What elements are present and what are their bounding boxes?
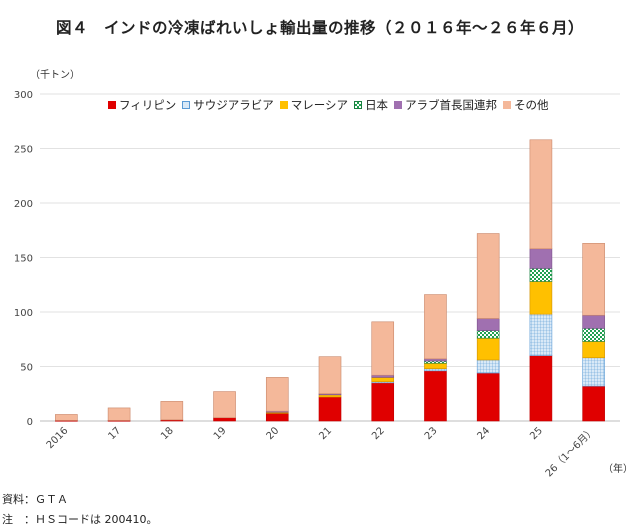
bar-segment bbox=[424, 294, 447, 360]
source-note: 資料：ＧＴＡ bbox=[2, 493, 68, 506]
bar-segment bbox=[55, 414, 78, 421]
y-tick-label: 0 bbox=[27, 417, 33, 428]
bar-segment bbox=[213, 391, 236, 419]
legend-item: その他 bbox=[503, 97, 549, 113]
legend-swatch bbox=[279, 101, 288, 109]
bar-segment bbox=[160, 401, 184, 421]
bar-segment bbox=[213, 417, 236, 422]
x-tick-label: 17 bbox=[106, 425, 123, 442]
x-tick-label: 26（1～6月） bbox=[543, 425, 598, 480]
legend-label: マレーシア bbox=[290, 98, 349, 112]
bar-segment bbox=[529, 355, 553, 422]
chart-title: 図４ インドの冷凍ばれいしょ輸出量の推移（２０１６年～２６年６月） bbox=[55, 19, 584, 37]
y-tick-label: 250 bbox=[14, 145, 33, 156]
bar-segment bbox=[424, 368, 447, 372]
bar-segment bbox=[476, 233, 500, 319]
legend-label: アラブ首長国連邦 bbox=[405, 98, 498, 112]
x-tick-label: 23 bbox=[423, 425, 440, 442]
bar-segment bbox=[265, 413, 289, 422]
bar-segment bbox=[371, 382, 395, 422]
chart-legend: フィリピン サウジアラビア マレーシア 日本 アラブ首長国連邦 その他 bbox=[108, 97, 549, 113]
legend-label: 日本 bbox=[365, 98, 389, 112]
bar-segment bbox=[476, 372, 500, 422]
bar-segment bbox=[107, 407, 131, 421]
legend-label: フィリピン bbox=[119, 98, 177, 112]
bar-segment bbox=[476, 359, 500, 374]
bar-segment bbox=[318, 356, 342, 395]
bar-segment bbox=[265, 377, 289, 412]
bar-segment bbox=[424, 358, 447, 362]
bar-segment bbox=[476, 330, 500, 339]
x-tick-label: 18 bbox=[159, 425, 176, 442]
bar-segment bbox=[582, 385, 605, 422]
legend-swatch bbox=[182, 101, 191, 109]
x-tick-label: 24 bbox=[476, 425, 493, 442]
x-tick-label: 21 bbox=[317, 425, 334, 442]
bar-segment bbox=[371, 377, 395, 383]
legend-item: アラブ首長国連邦 bbox=[394, 97, 497, 113]
legend-item: サウジアラビア bbox=[182, 97, 274, 113]
bar-segment bbox=[529, 139, 553, 250]
bar-segment bbox=[476, 318, 500, 331]
bar-segment bbox=[529, 248, 553, 269]
legend-label: サウジアラビア bbox=[193, 98, 274, 112]
y-tick-label: 100 bbox=[14, 308, 33, 319]
bar-segment bbox=[529, 268, 553, 282]
y-tick-label: 50 bbox=[20, 363, 33, 374]
legend-item: 日本 bbox=[354, 97, 388, 113]
bar-segment bbox=[424, 370, 447, 422]
legend-swatch bbox=[354, 101, 363, 109]
y-tick-label: 300 bbox=[14, 90, 33, 101]
bar-segment bbox=[318, 396, 342, 422]
bar-segment bbox=[371, 374, 395, 378]
bar-segment bbox=[582, 357, 605, 387]
legend-item: マレーシア bbox=[279, 97, 349, 113]
bar-segment bbox=[371, 321, 395, 376]
y-unit-label: （千トン） bbox=[30, 69, 80, 81]
bar-segment bbox=[529, 313, 553, 356]
x-tick-label: 22 bbox=[370, 425, 387, 442]
notes: 資料：ＧＴＡ 注 ：ＨＳコードは 200410。 bbox=[2, 490, 158, 530]
legend-swatch bbox=[108, 101, 116, 109]
bar-segment bbox=[582, 243, 605, 316]
x-tick-label: 20 bbox=[265, 425, 282, 442]
y-tick-label: 200 bbox=[14, 199, 33, 210]
legend-label: その他 bbox=[514, 98, 549, 112]
bar-segment bbox=[529, 281, 553, 315]
bar-segment bbox=[318, 394, 342, 398]
legend-item: フィリピン bbox=[108, 97, 176, 113]
bar-segment bbox=[476, 337, 500, 361]
x-tick-label: 2016 bbox=[45, 425, 71, 451]
bar-segment bbox=[424, 360, 447, 364]
hs-code-note: 注 ：ＨＳコードは 200410。 bbox=[2, 513, 158, 526]
x-tick-label: 19 bbox=[212, 425, 229, 442]
bar-segment bbox=[582, 341, 605, 359]
bar-segment bbox=[424, 362, 447, 369]
bar-segment bbox=[582, 328, 605, 342]
legend-swatch bbox=[503, 101, 512, 109]
x-unit-label: （年） bbox=[603, 462, 633, 475]
legend-swatch bbox=[394, 101, 403, 109]
bar-segment bbox=[582, 314, 605, 329]
x-tick-label: 25 bbox=[528, 425, 545, 442]
y-tick-label: 150 bbox=[14, 254, 33, 265]
